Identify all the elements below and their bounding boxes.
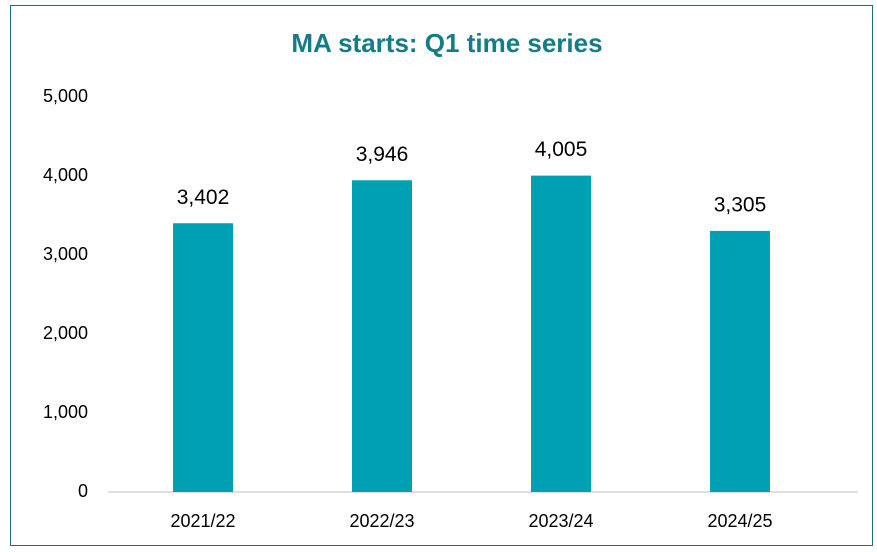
y-tick-label: 4,000 [43, 165, 88, 185]
chart-title: MA starts: Q1 time series [291, 28, 602, 58]
bar [710, 230, 770, 492]
x-tick-label: 2021/22 [170, 511, 235, 531]
value-label: 3,305 [714, 193, 767, 216]
x-tick-label: 2022/23 [349, 511, 414, 531]
value-label: 4,005 [535, 138, 588, 161]
value-label: 3,402 [177, 186, 230, 209]
bar [173, 223, 233, 492]
y-tick-label: 0 [78, 481, 88, 501]
x-tick-label: 2023/24 [528, 511, 593, 531]
y-tick-label: 5,000 [43, 86, 88, 106]
y-tick-label: 3,000 [43, 244, 88, 264]
y-tick-label: 2,000 [43, 323, 88, 343]
bar [352, 180, 412, 493]
y-tick-label: 1,000 [43, 402, 88, 422]
bar [531, 175, 591, 493]
value-label: 3,946 [356, 143, 409, 166]
x-tick-label: 2024/25 [707, 511, 772, 531]
